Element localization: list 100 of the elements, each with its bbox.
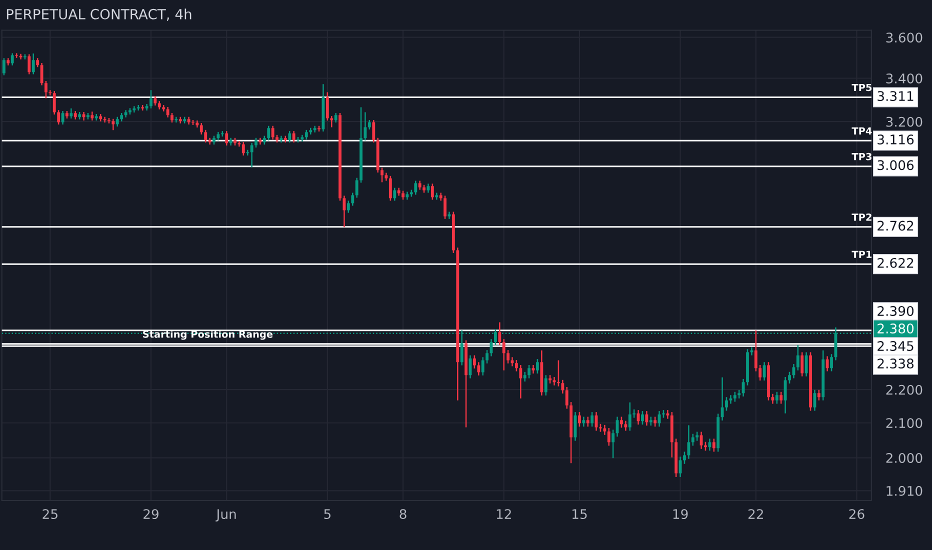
candlestick (733, 391, 736, 402)
candlestick (426, 183, 430, 194)
candlestick (641, 410, 644, 426)
candlestick (28, 54, 31, 75)
candlestick (758, 364, 762, 382)
candlestick (334, 112, 338, 124)
candlestick (150, 90, 152, 109)
y-tick-label: 3.200 (886, 116, 922, 127)
x-tick-label: 8 (400, 509, 406, 520)
candlestick (288, 130, 292, 144)
candlestick (368, 119, 371, 130)
candlestick (590, 411, 594, 428)
candlestick (780, 391, 783, 404)
candlestick (502, 338, 506, 371)
x-tick-label: Jun (216, 509, 236, 522)
candlestick (582, 416, 586, 428)
ref-line-label: 3.006 (878, 160, 914, 170)
candlestick (586, 416, 590, 428)
candlestick (498, 322, 502, 346)
y-tick-label: 3.600 (886, 32, 922, 43)
candlestick (170, 112, 174, 124)
candlestick (712, 438, 716, 452)
candlestick (666, 409, 670, 420)
candlestick (796, 344, 800, 371)
candlestick (696, 431, 699, 442)
candlestick (514, 359, 518, 372)
candlestick (477, 362, 480, 376)
candlestick (804, 352, 808, 378)
candlestick (472, 354, 476, 370)
candlestick (544, 374, 548, 396)
candlestick (784, 376, 787, 414)
candlestick (725, 396, 728, 412)
annotation: TP4 (852, 127, 872, 134)
ref-line-label: 3.311 (878, 91, 914, 102)
candlestick (754, 330, 758, 372)
candlestick (528, 364, 531, 379)
candlestick (691, 433, 694, 446)
x-tick-label: 5 (324, 509, 330, 520)
candlestick (346, 200, 350, 214)
candlestick (506, 349, 510, 364)
candlestick (708, 438, 712, 452)
x-tick-label: 15 (572, 509, 587, 520)
candlestick (762, 362, 766, 382)
candlestick (250, 142, 254, 168)
candlestick (813, 389, 816, 412)
candlestick (112, 118, 115, 131)
x-tick-label: 29 (144, 509, 158, 520)
candlestick (351, 192, 354, 206)
candlestick (792, 363, 796, 379)
candlestick (430, 183, 434, 200)
candlestick (242, 141, 245, 156)
candlestick (624, 420, 628, 432)
candlestick (556, 360, 560, 387)
candlestick (330, 115, 334, 128)
candlestick (10, 52, 14, 66)
legend-label: 2.338 (878, 358, 914, 369)
x-tick-label: 12 (496, 509, 511, 519)
candlestick (70, 108, 73, 120)
candlestick (418, 180, 422, 190)
candlestick (628, 402, 632, 432)
candlestick (658, 410, 661, 428)
candlestick (393, 187, 396, 202)
x-tick-label: 25 (42, 509, 58, 520)
candlestick (444, 195, 447, 220)
ref-line-label: 2.390 (878, 306, 914, 316)
candlestick (800, 352, 804, 378)
y-tick-label: 2.100 (886, 418, 922, 428)
candlestick (486, 349, 489, 364)
x-tick-label: 22 (748, 509, 763, 519)
candlestick (742, 378, 745, 398)
candlestick (523, 371, 526, 382)
y-tick-label: 2.000 (886, 452, 922, 463)
ref-line-label: 2.762 (878, 220, 914, 231)
candlestick (481, 356, 484, 376)
candlestick (166, 106, 170, 118)
candlestick (607, 427, 610, 446)
candlestick (414, 180, 418, 196)
candlestick (683, 451, 686, 464)
candlestick (271, 125, 274, 140)
candlestick (817, 389, 820, 402)
candlestick (355, 177, 358, 198)
candlestick (304, 129, 308, 140)
x-tick-label: 19 (673, 509, 688, 520)
ref-line-label: 3.116 (878, 134, 914, 144)
candlestick (52, 90, 56, 116)
y-tick-label: 2.200 (886, 384, 922, 395)
y-tick-label: 1.910 (886, 486, 922, 496)
candlestick (200, 122, 203, 136)
candlestick (44, 80, 48, 99)
candlestick (678, 456, 682, 478)
candlestick (565, 386, 568, 410)
candlestick (372, 119, 376, 144)
ref-line-label: 2.380 (878, 324, 914, 334)
candlestick (700, 431, 703, 450)
candlestick (32, 52, 35, 75)
candlestick (254, 137, 258, 148)
candlestick (771, 393, 774, 404)
x-tick-label: 26 (849, 509, 864, 520)
candlestick (720, 376, 724, 422)
annotation: TP1 (852, 250, 872, 258)
